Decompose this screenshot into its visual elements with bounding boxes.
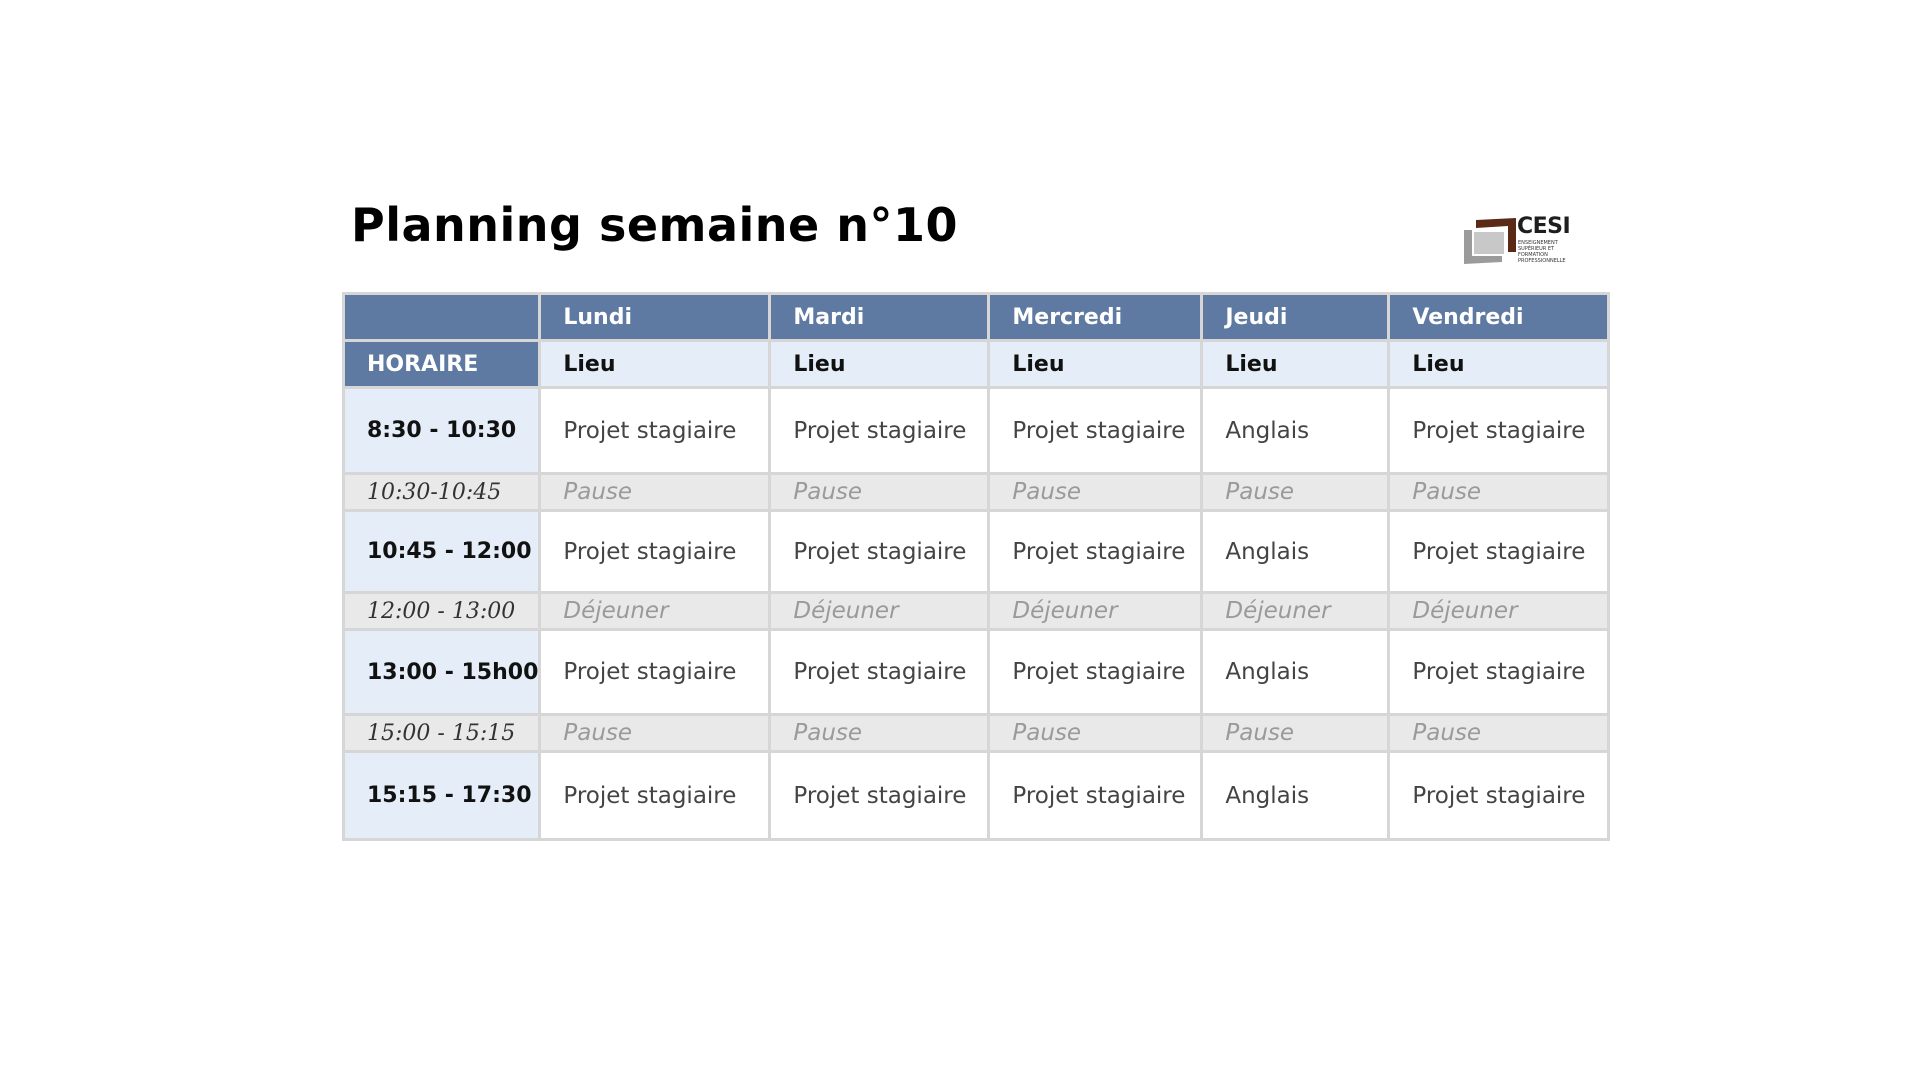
break-cell: Pause <box>987 713 1204 753</box>
time-slot: 15:00 - 15:15 <box>341 713 542 753</box>
break-cell: Pause <box>768 713 991 753</box>
table-row: 10:45 - 12:00 Projet stagiaire Projet st… <box>341 509 1611 594</box>
time-slot: 8:30 - 10:30 <box>341 386 542 475</box>
break-cell: Pause <box>538 713 772 753</box>
break-cell: Pause <box>1200 713 1391 753</box>
schedule-cell: Projet stagiaire <box>768 750 991 841</box>
cesi-logo-icon <box>1464 218 1516 264</box>
day-header-vendredi: Vendredi <box>1387 292 1611 342</box>
break-cell: Déjeuner <box>1200 591 1391 631</box>
schedule-cell: Projet stagiaire <box>1387 386 1611 475</box>
lieu-cell: Lieu <box>768 339 991 389</box>
page-title: Planning semaine n°10 <box>351 198 959 252</box>
break-cell: Déjeuner <box>538 591 772 631</box>
schedule-cell: Anglais <box>1200 628 1391 716</box>
schedule-cell: Projet stagiaire <box>1387 750 1611 841</box>
schedule-cell: Anglais <box>1200 386 1391 475</box>
schedule-cell: Projet stagiaire <box>987 628 1204 716</box>
schedule-cell: Projet stagiaire <box>538 509 772 594</box>
schedule-cell: Anglais <box>1200 509 1391 594</box>
table-row: 15:15 - 17:30 Projet stagiaire Projet st… <box>341 750 1611 841</box>
break-cell: Pause <box>1387 472 1611 512</box>
lieu-row: HORAIRE Lieu Lieu Lieu Lieu Lieu <box>341 339 1611 389</box>
table-row-break: 12:00 - 13:00 Déjeuner Déjeuner Déjeuner… <box>341 591 1611 631</box>
schedule-cell: Projet stagiaire <box>538 750 772 841</box>
cesi-logo: CESI ENSEIGNEMENT SUPÉRIEUR ET FORMATION… <box>1462 216 1572 266</box>
weekly-schedule-table: Lundi Mardi Mercredi Jeudi Vendredi HORA… <box>341 292 1611 841</box>
table-row-break: 15:00 - 15:15 Pause Pause Pause Pause Pa… <box>341 713 1611 753</box>
time-slot: 10:45 - 12:00 <box>341 509 542 594</box>
schedule-cell: Projet stagiaire <box>768 628 991 716</box>
schedule-cell: Projet stagiaire <box>768 386 991 475</box>
break-cell: Pause <box>768 472 991 512</box>
schedule-cell: Projet stagiaire <box>768 509 991 594</box>
day-header-mardi: Mardi <box>768 292 991 342</box>
time-slot: 13:00 - 15h00 <box>341 628 542 716</box>
day-header-lundi: Lundi <box>538 292 772 342</box>
break-cell: Pause <box>1200 472 1391 512</box>
break-cell: Pause <box>1387 713 1611 753</box>
schedule-cell: Projet stagiaire <box>987 509 1204 594</box>
break-cell: Pause <box>987 472 1204 512</box>
time-slot: 15:15 - 17:30 <box>341 750 542 841</box>
break-cell: Déjeuner <box>768 591 991 631</box>
schedule-cell: Projet stagiaire <box>1387 628 1611 716</box>
break-cell: Pause <box>538 472 772 512</box>
lieu-cell: Lieu <box>1387 339 1611 389</box>
lieu-cell: Lieu <box>987 339 1204 389</box>
time-slot: 12:00 - 13:00 <box>341 591 542 631</box>
schedule-cell: Projet stagiaire <box>987 386 1204 475</box>
day-header-jeudi: Jeudi <box>1200 292 1391 342</box>
break-cell: Déjeuner <box>987 591 1204 631</box>
table-row: 13:00 - 15h00 Projet stagiaire Projet st… <box>341 628 1611 716</box>
lieu-cell: Lieu <box>1200 339 1391 389</box>
days-header-row: Lundi Mardi Mercredi Jeudi Vendredi <box>341 292 1611 342</box>
schedule-cell: Projet stagiaire <box>1387 509 1611 594</box>
table-row: 8:30 - 10:30 Projet stagiaire Projet sta… <box>341 386 1611 475</box>
schedule-cell: Projet stagiaire <box>538 628 772 716</box>
lieu-cell: Lieu <box>538 339 772 389</box>
day-header-mercredi: Mercredi <box>987 292 1204 342</box>
schedule-cell: Projet stagiaire <box>538 386 772 475</box>
corner-cell <box>341 292 542 342</box>
schedule-cell: Projet stagiaire <box>987 750 1204 841</box>
logo-wordmark: CESI <box>1517 214 1571 239</box>
schedule-cell: Anglais <box>1200 750 1391 841</box>
time-slot: 10:30-10:45 <box>341 472 542 512</box>
table-row-break: 10:30-10:45 Pause Pause Pause Pause Paus… <box>341 472 1611 512</box>
break-cell: Déjeuner <box>1387 591 1611 631</box>
horaire-header: HORAIRE <box>341 339 542 389</box>
logo-tagline: ENSEIGNEMENT SUPÉRIEUR ET FORMATION PROF… <box>1518 240 1566 264</box>
